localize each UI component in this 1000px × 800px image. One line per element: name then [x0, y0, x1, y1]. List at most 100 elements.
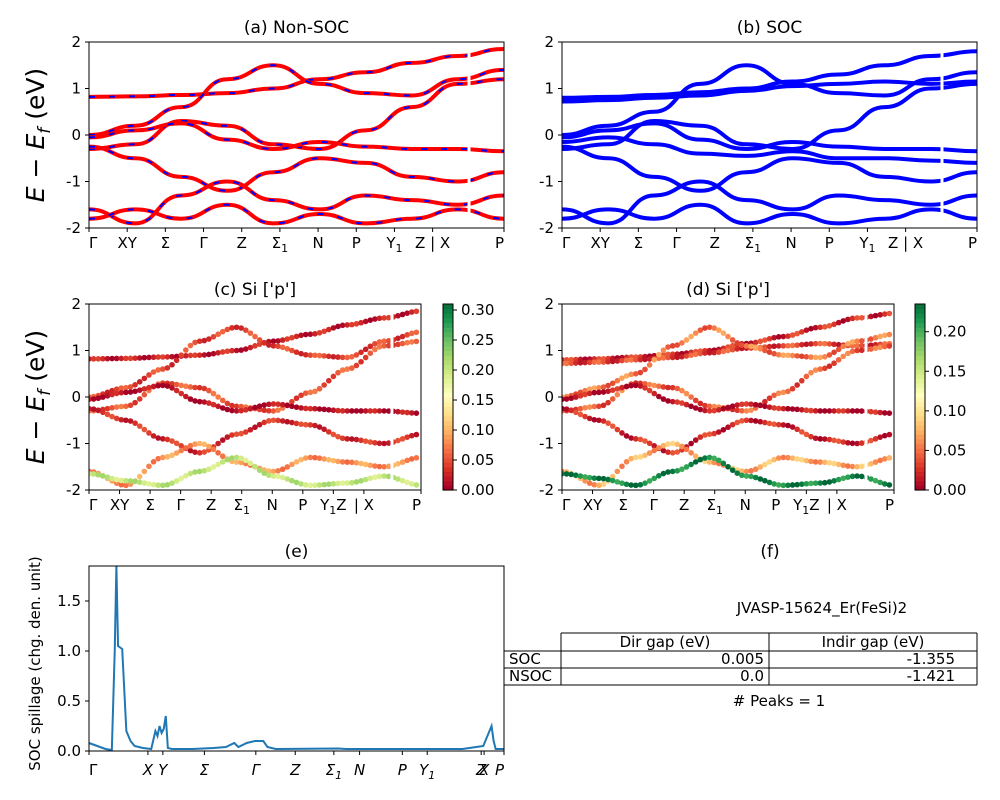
band-point: [372, 408, 378, 414]
band-point: [596, 482, 602, 489]
y-tick-label: -2: [66, 481, 81, 499]
band-point: [307, 352, 314, 358]
band-point: [854, 338, 860, 345]
band-line: [562, 179, 977, 226]
band-point: [362, 461, 369, 468]
band-point: [665, 384, 671, 391]
x-tick-label: Σ1: [706, 496, 722, 517]
colorbar-segment: [443, 369, 453, 375]
band-point: [270, 401, 277, 407]
colorbar-segment: [915, 471, 925, 477]
table-row-label: SOC: [509, 650, 541, 668]
band-point: [794, 330, 800, 337]
band-point: [679, 353, 685, 360]
band-point: [413, 308, 420, 315]
band-point: [247, 426, 254, 433]
colorbar-segment: [915, 331, 925, 338]
band-point: [169, 480, 175, 486]
band-point: [127, 355, 134, 362]
x-tick-label: Γ: [562, 234, 571, 252]
band-point: [642, 356, 648, 363]
band-point: [674, 449, 681, 455]
band-point: [192, 449, 198, 456]
band-point: [854, 463, 860, 470]
band-line: [89, 202, 504, 226]
colorbar-segment: [443, 336, 453, 342]
band-point: [376, 315, 383, 322]
band-point: [794, 481, 800, 488]
band-point: [872, 477, 879, 484]
band-point: [605, 382, 611, 389]
band-point: [298, 481, 304, 487]
plot-area: [89, 46, 504, 226]
colorbar-segment: [443, 476, 453, 482]
band-point: [628, 371, 634, 378]
band-point: [256, 467, 263, 473]
table-header-cell: Indir gap (eV): [822, 633, 925, 651]
band-point: [270, 408, 277, 414]
colorbar-frame: [914, 303, 926, 491]
band-point: [752, 418, 759, 424]
band-point: [242, 327, 249, 333]
band-point: [591, 475, 598, 481]
band-point: [136, 387, 143, 393]
band-point: [113, 355, 120, 362]
y-tick-label: -1: [539, 435, 554, 453]
band-point: [858, 473, 865, 480]
band-point: [293, 479, 300, 486]
band-point: [229, 325, 235, 331]
band-point: [155, 435, 161, 441]
band-point: [302, 405, 309, 412]
band-point: [881, 456, 888, 462]
colorbar-segment: [443, 438, 453, 445]
band-point: [568, 395, 575, 402]
band-point: [150, 459, 157, 465]
band-point: [646, 450, 653, 456]
band-point: [600, 481, 607, 487]
x-tick-label: Y1Z: [792, 496, 819, 517]
band-point: [95, 407, 102, 414]
panel-title: (b) SOC: [737, 18, 803, 38]
band-point: [339, 435, 346, 442]
band-point: [619, 375, 625, 381]
band-line-dash: [89, 145, 504, 192]
band-point: [127, 402, 134, 409]
band-point: [868, 346, 874, 352]
band-point: [660, 470, 667, 477]
band-point: [803, 353, 810, 360]
band-point: [715, 349, 722, 355]
band-point: [321, 426, 327, 433]
band-point: [715, 327, 722, 333]
band-point: [247, 344, 254, 351]
band-point: [381, 338, 387, 345]
band-point: [289, 334, 295, 341]
band-point: [339, 367, 346, 373]
band-point: [614, 468, 621, 475]
band-point: [642, 366, 648, 373]
x-tick-label: Z: [679, 496, 689, 514]
band-point: [628, 455, 634, 462]
colorbar-segment: [915, 401, 925, 407]
band-point: [656, 445, 662, 451]
band-point: [771, 456, 777, 463]
band-point: [877, 479, 883, 486]
band-point: [192, 398, 198, 404]
colorbar-segment: [443, 341, 453, 347]
x-tick-label: XY: [590, 234, 610, 252]
band-point: [872, 459, 879, 465]
band-point: [293, 333, 300, 340]
band-point: [118, 481, 125, 488]
band-point: [808, 407, 814, 414]
band-point: [321, 353, 327, 359]
band-point: [812, 408, 819, 414]
band-point: [794, 382, 800, 388]
colorbar-segment: [443, 383, 453, 389]
band-point: [339, 354, 346, 361]
band-point: [372, 474, 378, 480]
band-point: [734, 346, 741, 352]
band-point: [872, 334, 879, 341]
band-point: [155, 367, 161, 373]
band-point: [623, 481, 630, 488]
band-point: [238, 455, 244, 462]
band-point: [619, 430, 625, 436]
